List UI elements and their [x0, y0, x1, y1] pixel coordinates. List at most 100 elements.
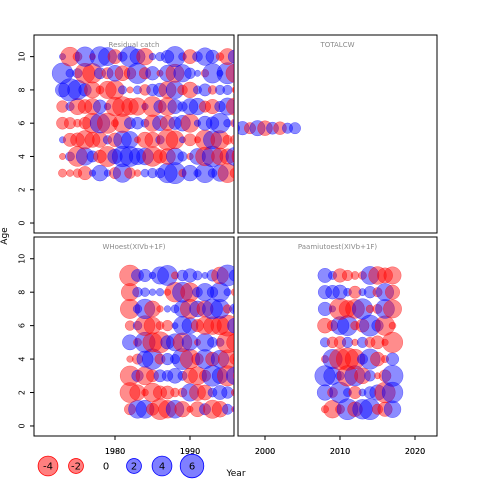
residual-bubble: [240, 399, 260, 419]
residual-bubble: [331, 64, 350, 83]
residual-bubble: [329, 381, 351, 404]
residual-bubble: [129, 384, 146, 401]
residual-bubble: [377, 132, 392, 147]
residual-bubble: [122, 334, 138, 351]
residual-bubble: [169, 354, 181, 365]
residual-bubble: [151, 266, 169, 285]
residual-bubble: [182, 49, 198, 65]
residual-bubble: [181, 383, 199, 402]
residual-bubble: [358, 271, 367, 280]
residual-bubble: [364, 370, 376, 382]
residual-bubble: [201, 272, 209, 279]
residual-bubble: [214, 100, 226, 113]
residual-bubble: [189, 300, 206, 318]
residual-bubble: [142, 96, 163, 117]
residual-bubble: [302, 65, 318, 81]
residual-bubble: [133, 85, 142, 95]
residual-bubble: [232, 303, 234, 315]
residual-bubble: [396, 53, 404, 61]
residual-bubble: [343, 388, 352, 397]
residual-bubble: [351, 102, 359, 110]
panel-border: [237, 34, 438, 234]
residual-bubble: [307, 47, 327, 67]
residual-bubble: [376, 48, 393, 65]
residual-bubble: [289, 122, 301, 135]
residual-bubble: [393, 66, 407, 80]
residual-bubble: [239, 137, 246, 144]
residual-bubble: [134, 136, 141, 144]
residual-bubble: [331, 164, 348, 181]
residual-bubble: [210, 349, 230, 369]
residual-bubble: [300, 349, 321, 370]
residual-bubble: [66, 169, 74, 177]
residual-bubble: [348, 285, 362, 299]
residual-bubble: [404, 70, 410, 76]
residual-bubble: [84, 98, 101, 115]
residual-bubble: [199, 403, 211, 416]
residual-bubble: [347, 148, 363, 164]
residual-bubble: [149, 331, 171, 354]
residual-bubble: [221, 386, 234, 399]
y-tick-label: 6: [18, 121, 27, 126]
residual-bubble: [265, 301, 281, 317]
residual-bubble: [252, 404, 263, 415]
residual-bubble: [228, 269, 234, 282]
residual-bubble: [293, 350, 311, 368]
residual-bubble: [337, 315, 358, 336]
residual-bubble: [165, 80, 185, 100]
residual-bubble: [77, 99, 93, 114]
residual-bubble: [160, 335, 175, 350]
residual-bubble: [131, 116, 144, 130]
residual-bubble: [402, 134, 413, 145]
residual-bubble: [219, 148, 234, 165]
residual-bubble: [239, 69, 247, 77]
residual-bubble: [374, 120, 381, 127]
residual-bubble: [385, 352, 400, 366]
residual-bubble: [328, 271, 337, 280]
residual-bubble: [298, 321, 307, 330]
points-group: [119, 264, 321, 420]
residual-bubble: [383, 266, 402, 285]
residual-bubble: [93, 149, 107, 164]
residual-bubble: [353, 64, 371, 82]
residual-bubble: [216, 62, 234, 85]
residual-bubble: [161, 352, 174, 366]
residual-bubble: [310, 99, 325, 114]
residual-bubble: [314, 69, 322, 77]
residual-bubble: [136, 47, 154, 66]
residual-bubble: [103, 169, 112, 177]
residual-bubble: [215, 52, 225, 61]
residual-bubble: [380, 69, 390, 79]
residual-bubble: [353, 47, 371, 65]
x-tick-label: 1990: [180, 447, 200, 456]
residual-bubble: [63, 132, 77, 147]
residual-bubble: [166, 147, 184, 166]
residual-bubble: [252, 320, 264, 332]
residual-bubble: [363, 386, 377, 399]
residual-bubble: [404, 103, 411, 110]
residual-bubble: [231, 149, 234, 164]
residual-bubble: [321, 405, 329, 414]
residual-bubble: [215, 337, 225, 347]
residual-bubble: [55, 82, 70, 98]
y-tick-label: 4: [18, 154, 27, 159]
residual-bubble: [378, 150, 392, 164]
residual-bubble: [356, 336, 369, 348]
residual-bubble: [329, 120, 336, 127]
residual-bubble: [244, 303, 257, 316]
y-axis-1: 0 2 4 6 8 10: [18, 52, 34, 226]
residual-bubble: [59, 53, 66, 61]
residual-bubble: [316, 384, 334, 401]
residual-bubble: [159, 148, 176, 165]
y-tick-label: 0: [18, 220, 27, 225]
residual-bubble: [233, 170, 234, 177]
residual-bubble: [207, 387, 218, 398]
residual-bubble: [140, 168, 150, 178]
x-axis-label: Year: [225, 469, 245, 479]
residual-bubble: [295, 385, 310, 400]
residual-bubble: [344, 348, 366, 370]
residual-bubble: [239, 365, 260, 386]
residual-bubble: [284, 298, 305, 319]
residual-bubble: [203, 130, 222, 150]
residual-bubble: [378, 369, 392, 383]
